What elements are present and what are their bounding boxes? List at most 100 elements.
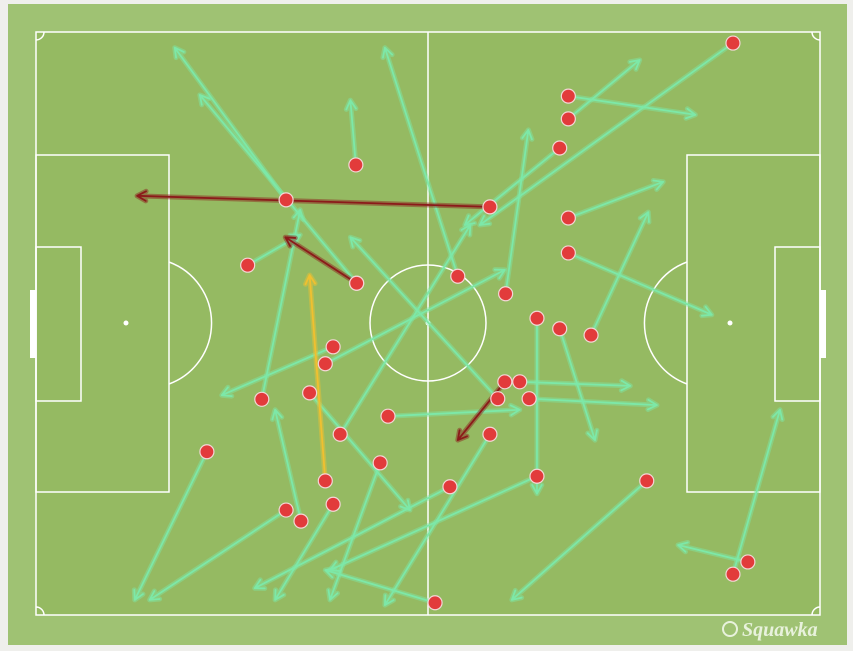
pass xyxy=(282,234,360,286)
pass xyxy=(565,250,715,319)
pass-arrow xyxy=(246,233,302,267)
pass xyxy=(517,378,633,393)
pass xyxy=(477,40,736,228)
pass-origin xyxy=(490,391,506,407)
pass-arrow xyxy=(345,99,357,166)
pitch-markings xyxy=(30,31,826,616)
pass-origin xyxy=(450,268,466,284)
pass xyxy=(337,222,473,437)
pass-origin xyxy=(552,321,568,337)
pass xyxy=(588,209,652,338)
pass-origin xyxy=(302,385,318,401)
pass-origin xyxy=(529,468,545,484)
pass xyxy=(565,57,643,122)
pass-arrow xyxy=(260,208,305,401)
pass-arrow xyxy=(173,46,287,201)
pass-origins xyxy=(199,35,756,611)
pass-arrow xyxy=(504,129,533,295)
pass-origin xyxy=(317,473,333,489)
pass xyxy=(380,45,461,279)
pass xyxy=(269,407,304,524)
pass xyxy=(347,234,501,402)
pass-arrow xyxy=(732,408,784,576)
pass-arrow xyxy=(383,433,491,606)
pass-origin xyxy=(560,210,576,226)
pass xyxy=(259,207,306,402)
pass-arrow xyxy=(324,567,436,604)
pass-arrow xyxy=(677,541,749,563)
pass-arrow xyxy=(387,404,521,418)
pass-origin xyxy=(325,339,341,355)
pass xyxy=(219,344,336,399)
pass-arrow xyxy=(329,475,538,572)
pass-arrow xyxy=(284,236,358,285)
pass xyxy=(382,431,493,608)
pass-arrow xyxy=(382,46,459,278)
pass-origin xyxy=(380,408,396,424)
pass-origin xyxy=(293,513,309,529)
pass-origin xyxy=(560,245,576,261)
pass-origin xyxy=(725,35,741,51)
pass-arrow xyxy=(133,450,208,601)
pass-origin xyxy=(482,426,498,442)
pass-arrow xyxy=(327,461,382,601)
pass xyxy=(675,539,751,565)
pass-origin xyxy=(560,88,576,104)
pass-arrow xyxy=(349,236,499,400)
pass-arrow xyxy=(136,190,491,208)
pass-origin xyxy=(348,157,364,173)
pass xyxy=(272,501,336,603)
pass xyxy=(245,232,303,268)
pass-arrow xyxy=(510,480,648,601)
pass xyxy=(131,449,210,603)
pass-arrow xyxy=(567,179,665,219)
watermark-logo xyxy=(722,621,738,637)
pass xyxy=(172,45,289,203)
pass-origin xyxy=(498,286,514,302)
pass-origin xyxy=(427,595,443,611)
pass-arrow xyxy=(518,379,632,392)
pass-origin xyxy=(521,391,537,407)
pass xyxy=(147,507,289,603)
pass xyxy=(565,177,666,221)
pass-origin xyxy=(199,444,215,460)
pass-origin xyxy=(639,473,655,489)
pass-origin xyxy=(497,374,513,390)
pass-origin xyxy=(332,426,348,442)
pass xyxy=(526,396,660,412)
pass-origin xyxy=(372,455,388,471)
pass-origin xyxy=(552,140,568,156)
pass-arrow xyxy=(220,345,335,398)
pass-origin xyxy=(278,502,294,518)
pass-origin xyxy=(583,327,599,343)
pass xyxy=(197,92,360,286)
pass-origin xyxy=(725,566,741,582)
pass-origin xyxy=(349,275,365,291)
pass-arrow xyxy=(148,509,287,601)
pass-origin xyxy=(325,496,341,512)
pass-origin xyxy=(560,111,576,127)
pass xyxy=(322,565,438,606)
pass-arrow xyxy=(308,391,411,511)
pass xyxy=(509,478,650,603)
pass xyxy=(134,188,493,210)
pass-origin xyxy=(240,257,256,273)
pass-arrow xyxy=(304,274,327,482)
pass xyxy=(307,390,413,513)
pass-arrow xyxy=(463,147,561,226)
pass-arrow xyxy=(528,397,658,411)
pass-arrow xyxy=(567,59,641,120)
pass-arrow xyxy=(274,503,335,601)
pass-arrow xyxy=(478,42,734,226)
pass-arrow xyxy=(567,252,713,317)
watermark: Squawka xyxy=(742,619,818,641)
pass-origin xyxy=(254,391,270,407)
pass xyxy=(385,402,523,419)
pass xyxy=(565,93,698,121)
pass xyxy=(327,473,540,574)
pass xyxy=(503,127,535,297)
pass-origin xyxy=(482,199,498,215)
pass xyxy=(343,97,359,168)
